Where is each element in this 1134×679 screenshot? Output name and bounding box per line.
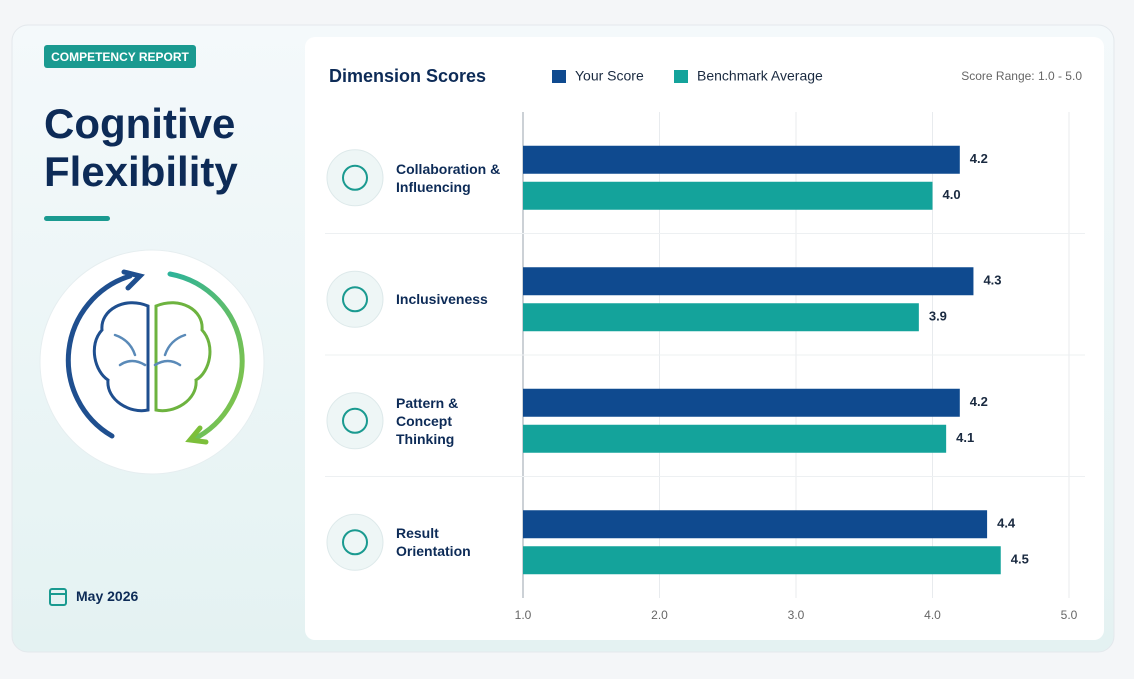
bar <box>523 145 960 174</box>
category-label: Pattern & Concept Thinking <box>396 394 459 447</box>
category-icon <box>326 513 384 571</box>
title-underline <box>44 216 110 221</box>
value-label: 4.0 <box>943 187 961 202</box>
x-tick-label: 1.0 <box>515 608 532 622</box>
bar <box>523 510 988 539</box>
category-label: Collaboration & Influencing <box>396 160 501 195</box>
bar <box>523 424 947 453</box>
legend-swatch <box>552 70 566 83</box>
brain-circle <box>39 249 265 475</box>
category-icon-mark <box>342 164 368 191</box>
category-icon <box>326 392 384 450</box>
x-tick-label: 4.0 <box>924 608 941 622</box>
bar <box>523 546 1001 575</box>
value-label: 4.2 <box>970 151 988 166</box>
category-label: Result Orientation <box>396 525 471 560</box>
brain-icon <box>65 269 245 445</box>
calendar-icon <box>49 588 67 606</box>
legend-label: Your Score <box>575 68 644 84</box>
category-icon <box>326 149 384 207</box>
x-tick-label: 5.0 <box>1061 608 1078 622</box>
badge: COMPETENCY REPORT <box>44 45 196 68</box>
value-label: 4.5 <box>1011 552 1029 567</box>
bar <box>523 388 960 417</box>
chart-title: Dimension Scores <box>329 66 486 86</box>
report-title: Cognitive Flexibility <box>44 100 238 195</box>
category-label: Inclusiveness <box>396 291 488 308</box>
category-icon-mark <box>342 529 368 556</box>
category-icon-mark <box>342 286 368 313</box>
report-date: May 2026 <box>76 588 139 604</box>
category-icon-mark <box>342 407 368 434</box>
bar <box>523 181 933 210</box>
x-tick-label: 2.0 <box>651 608 668 622</box>
x-tick-label: 3.0 <box>788 608 805 622</box>
legend-label: Benchmark Average <box>697 68 823 84</box>
chart-subtitle: Score Range: 1.0 - 5.0 <box>961 69 1082 83</box>
bar <box>523 267 974 296</box>
value-label: 3.9 <box>929 309 947 324</box>
value-label: 4.1 <box>956 430 974 445</box>
value-label: 4.3 <box>983 273 1001 288</box>
legend-swatch <box>674 70 688 83</box>
value-label: 4.4 <box>997 516 1016 531</box>
value-label: 4.2 <box>970 394 988 409</box>
bar <box>523 303 919 332</box>
category-icon <box>326 270 384 328</box>
